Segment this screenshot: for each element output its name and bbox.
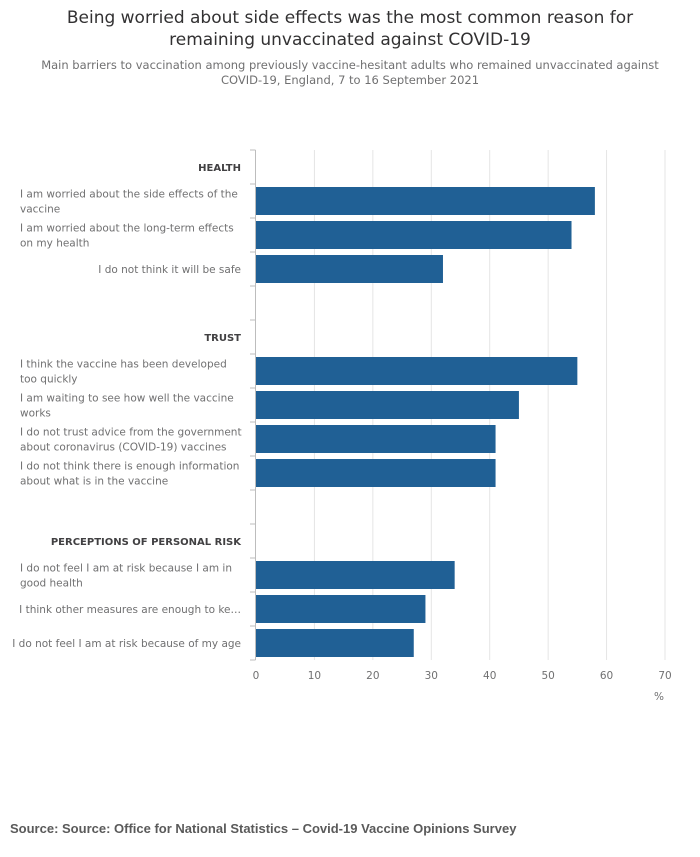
category-label-line: I do not feel I am at risk because I am … (20, 563, 232, 575)
bar (256, 221, 572, 249)
x-tick-label: 50 (541, 670, 554, 682)
x-tick-label: 60 (600, 670, 613, 682)
x-tick-label: 10 (308, 670, 321, 682)
bar (256, 459, 496, 487)
category-label-line: too quickly (20, 374, 78, 386)
bar (256, 391, 519, 419)
category-label-line: works (20, 408, 51, 420)
category-label: I am worried about the side effects of t… (20, 189, 238, 216)
category-label-line: I do not think there is enough informati… (20, 461, 239, 473)
category-label-line: I think the vaccine has been developed (20, 359, 227, 371)
category-label-line: about coronavirus (COVID-19) vaccines (20, 442, 227, 454)
x-tick-label: 30 (425, 670, 438, 682)
category-label: I think the vaccine has been developed to… (20, 359, 227, 386)
category-label-line: I am worried about the side effects of t… (20, 189, 238, 201)
chart-title-line-1: Being worried about side effects was the… (66, 8, 634, 28)
category-label-line: I am worried about the long-term effects (20, 223, 234, 235)
category-label-line: on my health (20, 238, 89, 250)
x-tick-label: 20 (366, 670, 379, 682)
category-label-line: good health (20, 578, 83, 590)
bar (256, 561, 455, 589)
bar (256, 187, 595, 215)
chart-title-line-2: remaining unvaccinated against COVID-19 (169, 30, 531, 50)
x-tick-label: 0 (253, 670, 260, 682)
bar (256, 629, 414, 657)
x-tick-label: 70 (658, 670, 671, 682)
x-axis-label: % (654, 691, 664, 703)
category-label: I do not feel I am at risk because I am … (20, 563, 232, 590)
chart-subtitle: Main barriers to vaccination among previ… (41, 58, 659, 87)
category-label-line: vaccine (20, 204, 60, 216)
bar (256, 255, 443, 283)
category-label: I do not trust advice from the governmen… (20, 427, 242, 454)
category-label: I do not think there is enough informati… (20, 461, 239, 488)
bar (256, 425, 496, 453)
category-heading: HEALTH (198, 163, 241, 174)
chart-title: Being worried about side effects was the… (0, 7, 700, 51)
category-label: I do not think it will be safe (98, 264, 241, 276)
category-label-line: I think other measures are enough to ke… (19, 604, 241, 616)
category-label: I am worried about the long-term effects… (20, 223, 234, 250)
bar (256, 357, 578, 385)
category-label-line: I am waiting to see how well the vaccine (20, 393, 234, 405)
category-label: I think other measures are enough to ke… (19, 604, 241, 616)
bar-chart: HEALTH I am worried about the side effect… (12, 149, 672, 703)
bar (256, 595, 426, 623)
category-label-line: I do not trust advice from the governmen… (20, 427, 242, 439)
category-label-line: about what is in the vaccine (20, 476, 168, 488)
category-heading: TRUST (204, 333, 241, 344)
source-note: Source: Source: Office for National Stat… (10, 821, 517, 836)
category-label: I am waiting to see how well the vaccine… (20, 393, 234, 420)
category-label-line: I do not feel I am at risk because of my… (12, 638, 241, 650)
category-label-line: I do not think it will be safe (98, 264, 241, 276)
x-tick-label: 40 (483, 670, 496, 682)
category-heading: PERCEPTIONS OF PERSONAL RISK (51, 537, 242, 548)
category-label: I do not feel I am at risk because of my… (12, 638, 241, 650)
